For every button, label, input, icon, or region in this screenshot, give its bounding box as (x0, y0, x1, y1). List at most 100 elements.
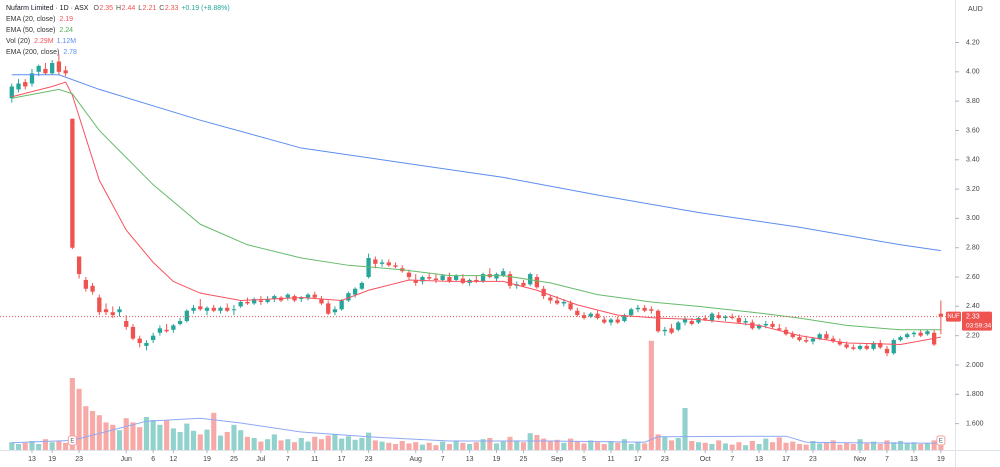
volume-bar (278, 440, 284, 450)
candle-body (884, 348, 890, 354)
legend-value: 2.29M (34, 38, 54, 45)
candle-body (29, 73, 35, 84)
volume-bar (514, 440, 520, 450)
volume-bar (588, 440, 594, 450)
volume-bar (662, 436, 668, 450)
plot-area (0, 54, 955, 450)
candle-body (682, 319, 688, 323)
candle-body (76, 256, 82, 275)
volume-bar (305, 441, 311, 450)
x-tick-label: 19 (937, 456, 945, 463)
x-tick-label: 7 (286, 456, 290, 463)
volume-bar (594, 442, 601, 450)
candle-body (171, 325, 176, 330)
volume-bar (103, 422, 109, 450)
x-tick-label: 12 (169, 456, 177, 463)
volume-bar (568, 438, 574, 450)
indicator-line (11, 417, 941, 444)
volume-bar (291, 442, 298, 450)
candle-body (9, 86, 14, 99)
volume-bar (635, 441, 641, 450)
candle-body (844, 344, 849, 348)
volume-bar (884, 440, 890, 450)
candle-body (191, 307, 196, 311)
candle-body (581, 315, 587, 319)
candle-body (750, 322, 755, 329)
candle-body (144, 342, 149, 346)
volume-bar (433, 445, 439, 450)
candle-body (689, 321, 694, 324)
candle-body (366, 257, 371, 278)
volume-bar (110, 424, 116, 450)
volume-bar (312, 436, 318, 450)
legend-value: 2.24 (59, 27, 73, 34)
x-tick-label: 17 (782, 456, 790, 463)
volume-bar (359, 438, 365, 450)
candle-body (198, 306, 203, 310)
volume-bar (204, 429, 210, 450)
volume-bar (164, 420, 170, 450)
volume-bar (574, 441, 580, 450)
candle-body (406, 272, 412, 278)
candle-body (157, 328, 163, 333)
candle-body (312, 294, 317, 298)
candle-body (676, 322, 681, 330)
volume-bar (534, 435, 540, 450)
candle-body (177, 321, 183, 324)
volume-bar (150, 420, 156, 450)
volume-bar (440, 441, 446, 450)
volume-bar (682, 408, 688, 450)
volume-bar (238, 430, 244, 450)
volume-bar (49, 442, 55, 450)
candle-body (891, 340, 896, 354)
ohlc-value: 2.35 (99, 5, 113, 12)
candle-body (63, 70, 68, 74)
volume-bar (547, 441, 553, 450)
volume-bar (615, 442, 621, 450)
candle-body (352, 288, 358, 295)
event-marker (936, 435, 946, 446)
volume-bar (864, 443, 870, 450)
candle-body (817, 334, 822, 339)
volume-bar (413, 442, 419, 450)
volume-bar (271, 434, 277, 450)
currency-label: AUD (968, 6, 983, 13)
candle-body (507, 274, 513, 286)
volume-bar (911, 442, 917, 450)
candle-body (871, 342, 876, 349)
volume-bar (197, 434, 203, 450)
price-change: +0.19 (+8.88%) (181, 5, 229, 12)
candle-body (117, 309, 122, 313)
y-tick-label: 2.000 (966, 362, 984, 369)
volume-bar (332, 434, 338, 450)
volume-bar (399, 441, 405, 450)
volume-bar (56, 441, 62, 450)
candle-body (810, 338, 816, 342)
candle-body (925, 331, 930, 335)
candle-body (561, 301, 566, 304)
x-tick-label: 19 (493, 456, 501, 463)
candle-body (272, 296, 277, 300)
candle-body (662, 329, 667, 332)
volume-bar (217, 435, 224, 450)
volume-bar (352, 439, 358, 450)
candle-body (615, 319, 620, 323)
candle-body (204, 307, 210, 311)
x-tick-label: 7 (441, 456, 445, 463)
volume-bar (258, 441, 264, 450)
x-tick-label: 11 (607, 456, 614, 463)
candle-body (595, 313, 600, 319)
volume-bar (830, 440, 836, 450)
event-label: E (70, 438, 74, 444)
x-tick-label: 23 (75, 456, 83, 463)
x-tick-label: 23 (661, 456, 669, 463)
candle-body (501, 271, 506, 276)
event-marker (67, 435, 77, 446)
price-tag (962, 311, 992, 331)
volume-bar (467, 444, 473, 450)
chart-title: Nufarm Limited · 1D · ASX (6, 5, 89, 12)
x-tick-label: 25 (520, 456, 528, 463)
volume-bar (487, 438, 493, 450)
volume-bar (790, 441, 796, 450)
